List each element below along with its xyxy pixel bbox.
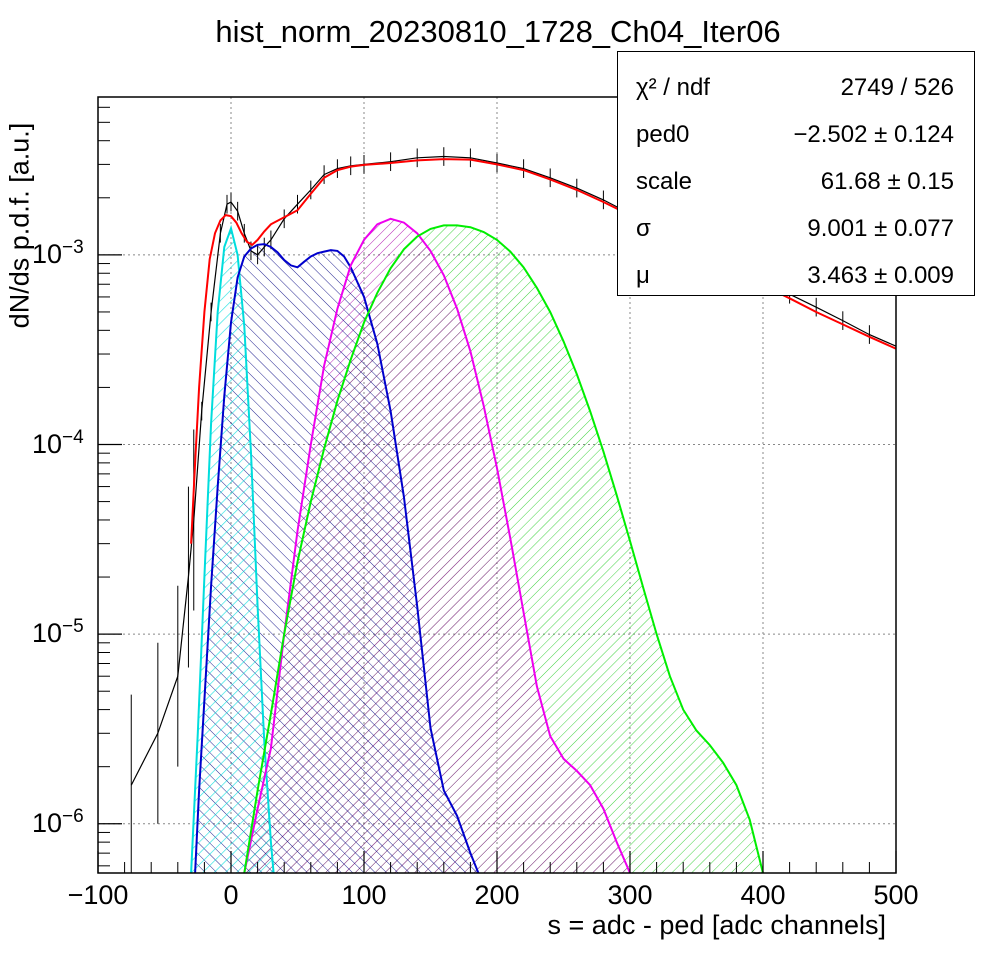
x-tick-label: 0 (223, 880, 239, 910)
two-pe-component-curve (243, 217, 631, 873)
stat-name: scale (636, 168, 693, 195)
stat-value: 2749 / 526 (840, 74, 954, 101)
three-pe-component-curve (243, 224, 764, 873)
x-tick-label: 100 (341, 880, 387, 910)
y-tick-label: 10−3 (32, 236, 84, 269)
chart-title: hist_norm_20230810_1728_Ch04_Iter06 (215, 14, 781, 49)
x-tick-label: 200 (474, 880, 520, 910)
stat-row-sigma: σ 9.001 ± 0.077 (618, 205, 974, 253)
stat-name: χ² / ndf (636, 74, 710, 101)
x-tick-label: 300 (607, 880, 653, 910)
x-tick-label: 400 (740, 880, 786, 910)
stat-name: σ (636, 215, 651, 242)
stat-row-mu: μ 3.463 ± 0.009 (618, 252, 974, 300)
stat-value: 61.68 ± 0.15 (820, 168, 954, 195)
stat-value: −2.502 ± 0.124 (793, 121, 954, 148)
stat-value: 9.001 ± 0.077 (807, 215, 954, 242)
x-tick-label: 500 (873, 880, 919, 910)
stat-name: μ (636, 262, 650, 289)
stat-value: 3.463 ± 0.009 (807, 262, 954, 289)
one-pe-component-curve (194, 243, 480, 873)
stat-name: ped0 (636, 121, 690, 148)
one-pe-component-curve-fill (195, 244, 479, 873)
axis-ticks (97, 106, 897, 873)
y-tick-label: 10−6 (32, 805, 84, 838)
x-tick-label: −100 (67, 880, 129, 910)
stat-row-scale: scale 61.68 ± 0.15 (618, 158, 974, 206)
y-axis-label: dN/ds p.d.f. [a.u.] (4, 122, 35, 329)
stat-row-chi2: χ² / ndf 2749 / 526 (618, 64, 974, 112)
pedestal-component-curve-fill (191, 228, 274, 873)
x-axis-label: s = adc - ped [adc channels] (547, 910, 886, 940)
pedestal-component-curve (190, 224, 275, 873)
y-tick-label: 10−4 (32, 426, 84, 459)
y-tick-label: 10−5 (32, 616, 84, 649)
fit-stats-box: χ² / ndf 2749 / 526 ped0 −2.502 ± 0.124 … (617, 51, 975, 296)
stat-row-ped0: ped0 −2.502 ± 0.124 (618, 111, 974, 159)
